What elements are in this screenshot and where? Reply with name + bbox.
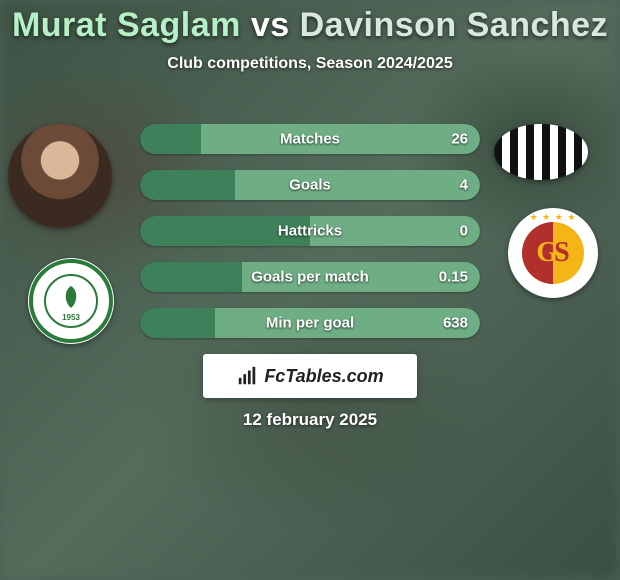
stat-bar: Goals 4 bbox=[140, 170, 480, 200]
vs-label: vs bbox=[251, 6, 290, 44]
stat-bar: Goals per match 0.15 bbox=[140, 262, 480, 292]
player1-club-logo: 1953 bbox=[28, 258, 114, 344]
branding-badge: FcTables.com bbox=[203, 354, 417, 398]
rizespor-icon: 1953 bbox=[28, 258, 114, 344]
player2-club-logo: ★ ★ ★ ★ G S bbox=[508, 208, 598, 298]
player1-avatar bbox=[8, 124, 112, 228]
club-logo-galatasaray: ★ ★ ★ ★ G S bbox=[508, 208, 598, 298]
stat-fill-left bbox=[140, 170, 235, 200]
date-label: 12 february 2025 bbox=[243, 410, 377, 430]
subtitle: Club competitions, Season 2024/2025 bbox=[0, 55, 620, 73]
stat-value-right: 4 bbox=[460, 177, 468, 194]
chart-icon bbox=[236, 365, 258, 387]
stat-value-right: 0 bbox=[460, 223, 468, 240]
stat-label: Goals per match bbox=[251, 269, 369, 286]
stat-bar: Matches 26 bbox=[140, 124, 480, 154]
content-root: Murat Saglam vs Davinson Sanchez Club co… bbox=[0, 0, 620, 580]
stat-label: Matches bbox=[280, 131, 340, 148]
club-logo-rizespor: 1953 bbox=[28, 258, 114, 344]
stat-label: Min per goal bbox=[266, 315, 354, 332]
stat-fill-right bbox=[201, 124, 480, 154]
stat-value-right: 0.15 bbox=[439, 269, 468, 286]
player1-name: Murat Saglam bbox=[12, 6, 241, 44]
player2-name: Davinson Sanchez bbox=[300, 6, 608, 44]
stat-value-right: 638 bbox=[443, 315, 468, 332]
stat-bar: Hattricks 0 bbox=[140, 216, 480, 246]
stat-fill-left bbox=[140, 262, 242, 292]
stats-bars: Matches 26 Goals 4 Hattricks 0 Goals per match… bbox=[140, 124, 480, 354]
stat-bar: Min per goal 638 bbox=[140, 308, 480, 338]
stars-icon: ★ ★ ★ ★ bbox=[530, 212, 577, 223]
stat-label: Hattricks bbox=[278, 223, 342, 240]
stat-value-right: 26 bbox=[451, 131, 468, 148]
stat-fill-left bbox=[140, 308, 215, 338]
player2-avatar bbox=[494, 124, 588, 180]
stat-fill-right bbox=[235, 170, 480, 200]
gs-s: S bbox=[554, 237, 570, 269]
branding-text: FcTables.com bbox=[264, 366, 383, 387]
stat-label: Goals bbox=[289, 177, 331, 194]
page-title: Murat Saglam vs Davinson Sanchez bbox=[0, 6, 620, 45]
club-year: 1953 bbox=[62, 313, 80, 322]
stat-fill-left bbox=[140, 124, 201, 154]
gs-circle: G S bbox=[522, 222, 584, 284]
